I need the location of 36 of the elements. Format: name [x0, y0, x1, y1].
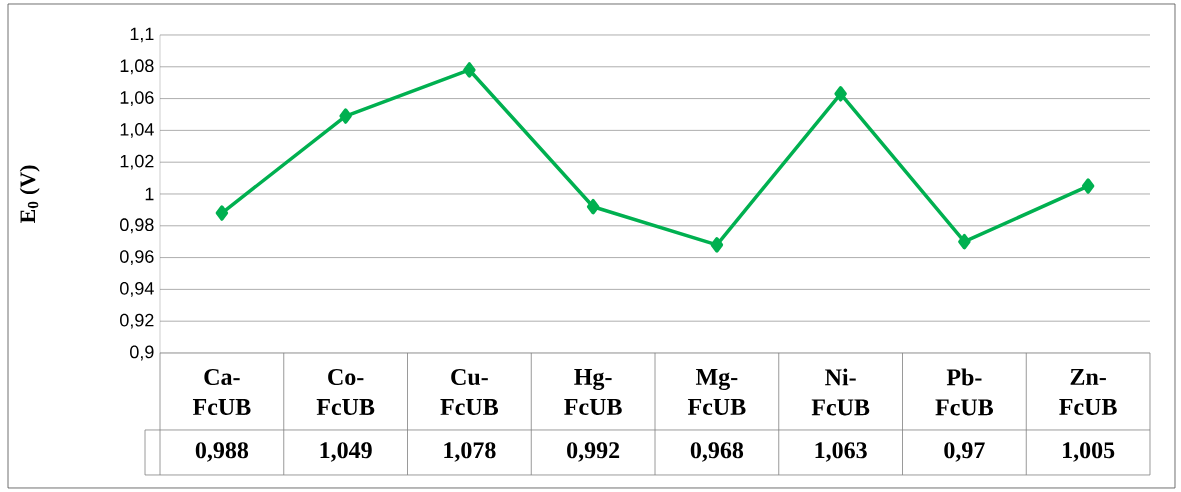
point [958, 233, 971, 250]
y-tick-label: 1,04 [120, 122, 154, 138]
data-label: 0,968 [690, 442, 744, 462]
point [463, 62, 476, 78]
y-tick-label: 1 [145, 187, 154, 201]
x-tick-label: Ni-FcUB [811, 368, 870, 416]
x-tick-label: Co-FcUB [316, 368, 375, 416]
x-tick-label: Mg-FcUB [687, 369, 746, 415]
x-tick-label: Pb-FcUB [935, 368, 994, 416]
y-tick-label: 1,08 [120, 59, 154, 75]
y-tick-label: 0,92 [120, 313, 154, 329]
data-label: 0,992 [567, 442, 620, 462]
data-label: 0,988 [195, 442, 249, 462]
y-tick-label: 0,9 [130, 345, 154, 361]
point [1081, 178, 1095, 194]
y-tick-label: 0,96 [120, 250, 154, 266]
data-label: 1,005 [1063, 442, 1115, 462]
x-tick-label: Zn-FcUB [1059, 369, 1117, 415]
y-tick-label: 0,98 [120, 218, 154, 234]
y-tick-label: 0,94 [120, 281, 154, 297]
y-axis-title: E$_{0}$ (V) [19, 165, 40, 224]
y-tick-label: 1,06 [120, 91, 154, 107]
x-tick-label: Cu-FcUB [440, 368, 499, 416]
data-label: 0,97 [944, 442, 985, 462]
point [215, 205, 229, 221]
y-tick-label: 1,1 [130, 27, 154, 43]
y-tick-label: 1,02 [120, 154, 154, 170]
data-label: 1,049 [320, 442, 372, 462]
x-tick-label: Ca-FcUB [192, 368, 251, 416]
point [586, 198, 600, 215]
data-label: 1,063 [815, 442, 867, 462]
point [339, 108, 352, 124]
data-label: 1,078 [444, 442, 496, 462]
x-tick-label: Hg-FcUB [564, 369, 622, 415]
point [710, 237, 724, 253]
point [834, 86, 847, 102]
